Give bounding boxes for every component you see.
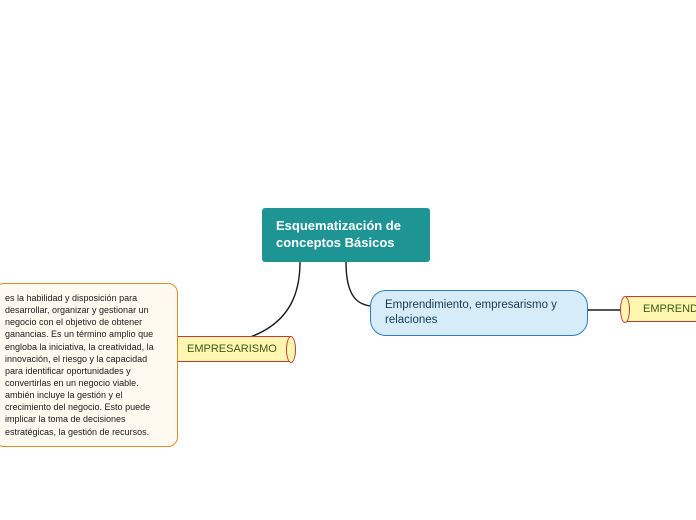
emprendimiento-node[interactable]: EMPRENDIMIENTO <box>624 296 696 322</box>
empresarismo-node[interactable]: EMPRESARISMO <box>168 336 292 362</box>
emprendimiento-label: EMPRENDIMIENTO <box>624 296 696 322</box>
description-node: es la habilidad y disposición para desar… <box>0 283 178 447</box>
topic-node[interactable]: Emprendimiento, empresarismo y relacione… <box>370 290 588 336</box>
empresarismo-label: EMPRESARISMO <box>168 336 292 362</box>
root-node[interactable]: Esquematización de conceptos Básicos <box>262 208 430 262</box>
